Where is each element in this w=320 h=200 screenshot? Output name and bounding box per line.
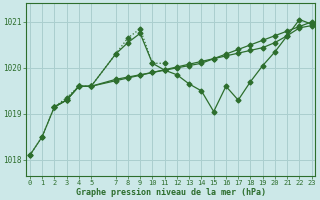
X-axis label: Graphe pression niveau de la mer (hPa): Graphe pression niveau de la mer (hPa) <box>76 188 266 197</box>
